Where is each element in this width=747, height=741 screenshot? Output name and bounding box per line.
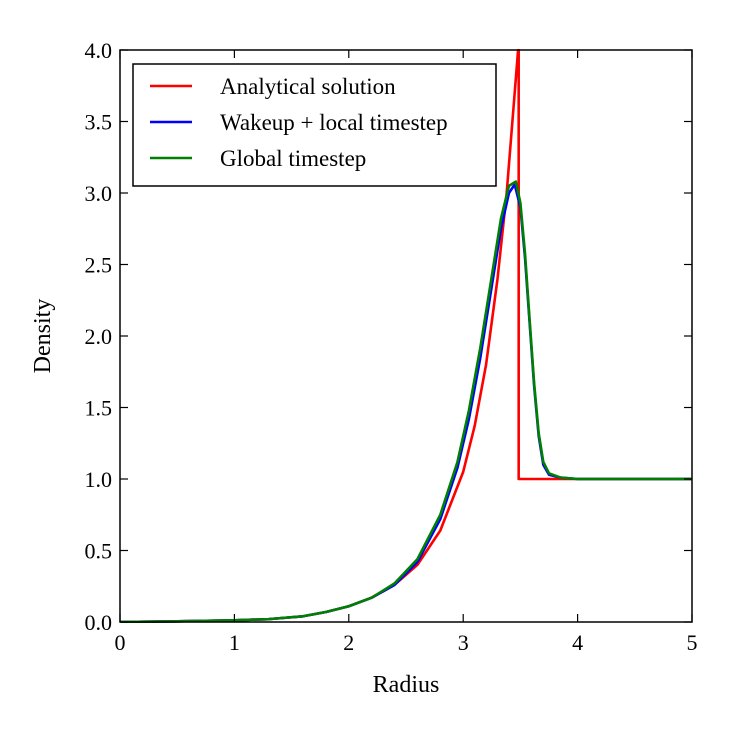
legend: Analytical solution Wakeup + local timest…: [132, 63, 497, 187]
y-tick-label: 2.0: [85, 324, 113, 349]
y-tick-label: 2.5: [85, 253, 113, 278]
x-tick-label: 4: [572, 630, 583, 655]
y-tick-label: 1.0: [85, 467, 113, 492]
x-tick-label: 5: [687, 630, 698, 655]
legend-label: Analytical solution: [220, 74, 396, 99]
x-tick-label: 2: [343, 630, 354, 655]
y-tick-label: 3.0: [85, 181, 113, 206]
legend-label: Global timestep: [220, 146, 366, 171]
x-tick-label: 1: [229, 630, 240, 655]
y-tick-label: 0.5: [85, 539, 113, 564]
series-line-global-timestep: [120, 180, 692, 623]
y-tick-label: 3.5: [85, 110, 113, 135]
y-tick-label: 4.0: [85, 38, 113, 63]
legend-box: [132, 63, 497, 187]
y-axis-title: Density: [30, 299, 56, 374]
y-tick-label: 1.5: [85, 396, 113, 421]
series-layer: [120, 49, 692, 623]
y-tick-label: 0.0: [85, 610, 113, 635]
x-axis-title: Radius: [373, 672, 440, 698]
ticks-layer: 0 1 2 3 4 5 0.0 0.5 1.0 1.5 2.0 2.5 3.0 3.5 4.0: [85, 38, 698, 655]
x-tick-label: 0: [115, 630, 126, 655]
legend-label: Wakeup + local timestep: [220, 110, 448, 135]
x-tick-label: 3: [458, 630, 469, 655]
